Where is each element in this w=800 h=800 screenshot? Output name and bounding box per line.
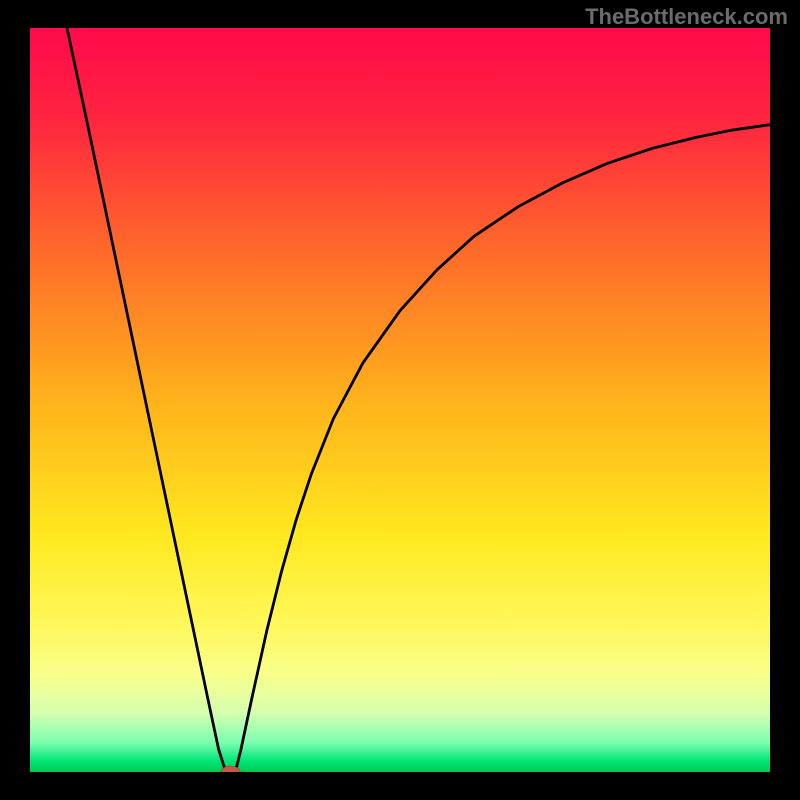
plot-svg xyxy=(30,28,770,772)
gradient-background xyxy=(30,28,770,772)
plot-area xyxy=(30,28,770,772)
chart-container: TheBottleneck.com xyxy=(0,0,800,800)
watermark-text: TheBottleneck.com xyxy=(585,4,788,30)
